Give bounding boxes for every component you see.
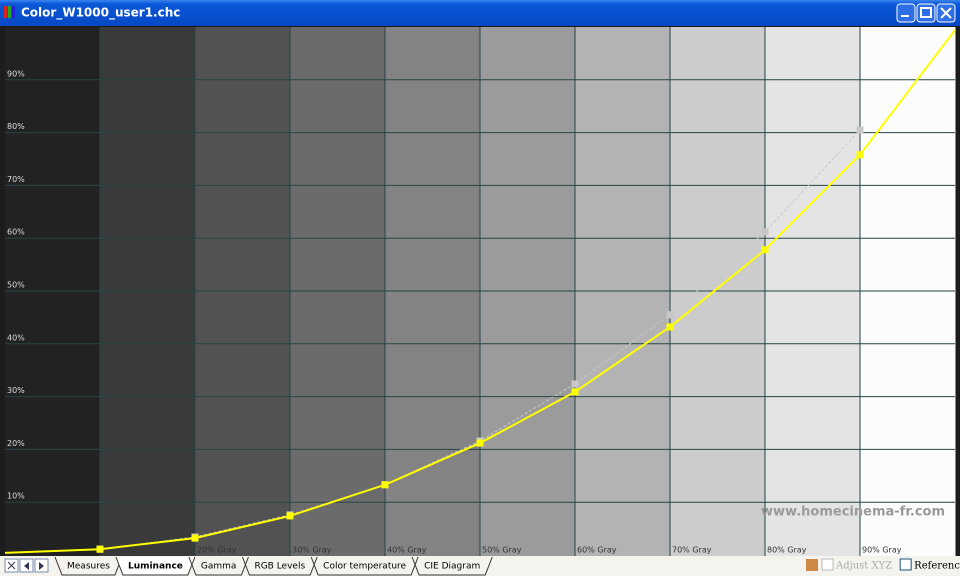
y-tick-label: 30% bbox=[7, 386, 25, 395]
window-buttons[interactable] bbox=[896, 3, 956, 23]
tab-label[interactable]: Color temperature bbox=[323, 562, 406, 572]
point-marker bbox=[381, 481, 389, 489]
checkbox[interactable] bbox=[899, 558, 912, 571]
x-tick-label: 90% Gray bbox=[862, 546, 902, 555]
icon bbox=[940, 7, 952, 19]
window-title: Color_W1000_user1.chc bbox=[21, 6, 180, 21]
tab[interactable] bbox=[188, 556, 249, 576]
tabs: Measures Luminance Gamma RGB Levels Color te… bbox=[54, 556, 493, 576]
tab[interactable] bbox=[54, 556, 123, 576]
point-marker bbox=[96, 545, 104, 553]
tab[interactable] bbox=[241, 556, 318, 576]
icon bbox=[901, 15, 909, 17]
icon bbox=[7, 561, 16, 570]
icon bbox=[920, 7, 932, 18]
tab-label[interactable]: Luminance bbox=[128, 562, 183, 572]
point-marker bbox=[571, 380, 579, 388]
y-tick-label: 90% bbox=[7, 69, 25, 78]
y-tick-label: 80% bbox=[7, 122, 25, 131]
tab-label[interactable]: CIE Diagram bbox=[424, 562, 480, 572]
y-tick-label: 60% bbox=[7, 228, 25, 237]
plot-area: 10% 20% 30% 40% 50% 60% 70% 80% 90% 0% Gray 20% Gr… bbox=[0, 26, 960, 556]
icon bbox=[39, 562, 44, 570]
y-tick-label: 40% bbox=[7, 333, 25, 342]
y-tick-label: 70% bbox=[7, 175, 25, 184]
point-marker bbox=[476, 439, 484, 447]
checkbox bbox=[821, 558, 834, 571]
minimize-button[interactable] bbox=[896, 3, 916, 23]
y-tick-label: 20% bbox=[7, 439, 25, 448]
checkboxes: Adjust XYZ Reference bbox=[821, 558, 960, 572]
point-marker bbox=[286, 512, 294, 520]
checkbox-label[interactable]: Reference bbox=[914, 561, 960, 572]
x-tick-label: 50% Gray bbox=[482, 546, 522, 555]
point-marker bbox=[856, 126, 864, 134]
y-tick-label: 50% bbox=[7, 281, 25, 290]
tab-label[interactable]: RGB Levels bbox=[254, 562, 305, 572]
tab-label[interactable]: Measures bbox=[67, 562, 110, 572]
point-marker bbox=[571, 388, 579, 396]
x-tick-label: 20% Gray bbox=[197, 546, 237, 555]
icon bbox=[24, 562, 29, 570]
nav-buttons[interactable] bbox=[4, 558, 49, 573]
x-tick-label: 0% Gray bbox=[102, 546, 137, 555]
tab-bar bbox=[0, 556, 960, 576]
point-marker bbox=[761, 228, 769, 236]
x-tick-label: 70% Gray bbox=[672, 546, 712, 555]
x-tick-label: 30% Gray bbox=[292, 546, 332, 555]
point-marker bbox=[666, 311, 674, 319]
checkbox-label: Adjust XYZ bbox=[835, 561, 892, 572]
x-tick-label: 60% Gray bbox=[577, 546, 617, 555]
x-tick-label: 40% Gray bbox=[387, 546, 427, 555]
point-marker bbox=[191, 534, 199, 542]
tab[interactable] bbox=[115, 556, 196, 576]
title-bar bbox=[0, 0, 960, 26]
y-tick-label: 10% bbox=[7, 492, 25, 501]
maximize-button[interactable] bbox=[916, 3, 936, 23]
tab[interactable] bbox=[411, 556, 493, 576]
tab-label[interactable]: Gamma bbox=[201, 562, 237, 572]
point-marker bbox=[666, 323, 674, 331]
point-marker bbox=[761, 246, 769, 254]
tab[interactable] bbox=[310, 556, 419, 576]
app-icon bbox=[12, 6, 15, 18]
icon bbox=[806, 559, 818, 571]
app-icon bbox=[4, 6, 7, 18]
app-icon bbox=[8, 6, 11, 18]
x-tick-label: 80% Gray bbox=[767, 546, 807, 555]
watermark: www.homecinema-fr.com bbox=[761, 505, 945, 520]
point-marker bbox=[856, 151, 864, 159]
